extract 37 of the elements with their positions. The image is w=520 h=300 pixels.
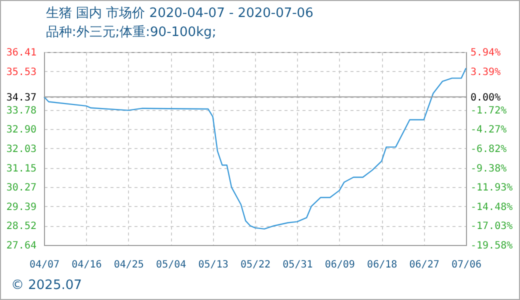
y2-tick-label: -11.93% xyxy=(470,182,513,194)
chart-title: 生猪 国内 市场价 2020-04-07 - 2020-07-06 xyxy=(46,6,314,21)
x-tick-label: 05/31 xyxy=(282,260,313,270)
x-tick-label: 06/09 xyxy=(324,260,355,270)
text: © 2025.07 xyxy=(11,278,82,293)
y2-tick-label: -1.72% xyxy=(470,105,507,116)
y-tick-label: 36.41 xyxy=(6,48,36,58)
x-tick-label: 04/16 xyxy=(72,260,102,270)
y2-tick-label: 0.00% xyxy=(470,92,501,104)
x-tick-label: 05/22 xyxy=(240,260,271,270)
x-tick-label: 06/27 xyxy=(409,260,440,270)
x-tick-label: 04/07 xyxy=(29,260,60,270)
x-tick-label: 07/06 xyxy=(451,260,482,270)
y-tick-label: 33.78 xyxy=(6,105,36,116)
y2-tick-label: -14.48% xyxy=(470,202,513,213)
y2-tick-label: 5.94% xyxy=(470,48,501,58)
y-tick-label: 29.39 xyxy=(6,202,36,213)
y2-tick-label: -6.82% xyxy=(470,144,507,155)
y2-tick-label: -17.03% xyxy=(470,221,513,232)
y2-tick-label: -19.58% xyxy=(470,240,513,252)
y-tick-label: 30.27 xyxy=(6,182,36,194)
x-tick-label: 05/04 xyxy=(156,260,186,270)
y-tick-label: 27.64 xyxy=(6,240,36,252)
chart-subtitle: 品种:外三元;体重:90-100kg; xyxy=(46,25,216,40)
y2-tick-label: -9.38% xyxy=(470,163,507,174)
y-tick-label: 28.52 xyxy=(6,221,36,232)
line-series xyxy=(43,67,467,230)
y-tick-label: 34.37 xyxy=(6,92,36,104)
x-tick-label: 06/18 xyxy=(367,260,398,270)
y2-tick-label: 3.39% xyxy=(470,66,501,78)
x-tick-label: 05/13 xyxy=(198,260,228,270)
y-tick-label: 31.15 xyxy=(6,163,36,174)
x-tick-label: 04/25 xyxy=(114,260,144,270)
y-tick-label: 32.90 xyxy=(6,124,36,136)
y-tick-label: 35.53 xyxy=(6,66,36,78)
y2-tick-label: -4.27% xyxy=(470,124,507,136)
y-tick-label: 32.03 xyxy=(6,144,36,155)
